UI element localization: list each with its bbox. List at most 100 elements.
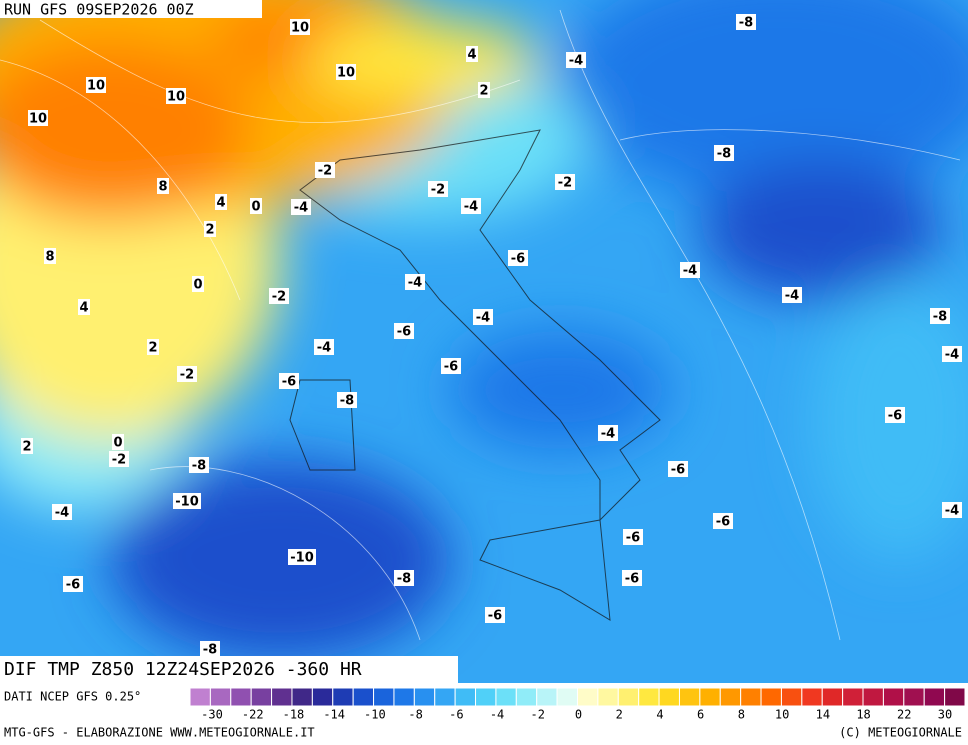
colorbar-label: -2 xyxy=(531,708,545,722)
contour-label-box xyxy=(109,451,129,467)
colorbar-swatch xyxy=(821,687,844,707)
contour-label: 0 xyxy=(251,200,260,215)
colorbar-swatch xyxy=(454,687,477,707)
colorbar-swatch xyxy=(536,687,558,707)
contour-label: -8 xyxy=(397,572,411,587)
colorbar-swatch xyxy=(577,687,599,707)
contour-label-box xyxy=(291,199,311,215)
contour-label-box xyxy=(315,162,335,178)
contour-label-box xyxy=(157,178,169,194)
colorbar-label: 2 xyxy=(616,708,623,722)
contour-label-box xyxy=(885,407,905,423)
colorbar-swatch xyxy=(311,687,334,707)
colorbar-swatch xyxy=(556,687,579,707)
colorbar-swatch xyxy=(291,687,313,707)
colorbar-swatch xyxy=(638,687,660,707)
contour-label-box xyxy=(555,174,575,190)
colorbar-swatch xyxy=(189,687,211,707)
contour-label: 10 xyxy=(291,21,309,36)
contour-label-box xyxy=(314,339,334,355)
contour-label-box xyxy=(63,576,83,592)
contour-label: -2 xyxy=(431,183,445,198)
contour-label-box xyxy=(566,52,586,68)
contour-label: -4 xyxy=(683,264,697,279)
contour-label-box xyxy=(250,198,262,214)
colorbar-swatch xyxy=(515,687,538,707)
colorbar-swatch xyxy=(597,687,619,707)
contour-label: 10 xyxy=(29,112,47,127)
contour-label-box xyxy=(713,513,733,529)
contour-label-box xyxy=(173,493,201,509)
contour-label: -4 xyxy=(408,276,422,291)
contour-label-box xyxy=(930,308,950,324)
contour-label: -6 xyxy=(888,409,902,424)
contour-label: -4 xyxy=(945,348,959,363)
footer-right: (C) METEOGIORNALE xyxy=(839,726,962,740)
colorbar-swatch xyxy=(230,687,252,707)
contour-label: 4 xyxy=(79,301,88,316)
contour-label: -4 xyxy=(785,289,799,304)
contour-label-box xyxy=(623,529,643,545)
colorbar-swatch xyxy=(658,687,680,707)
contour-label-box xyxy=(112,434,124,450)
colorbar-swatch xyxy=(862,687,884,707)
contour-label: -4 xyxy=(569,54,583,69)
contour-label-box xyxy=(28,110,48,126)
contour-label: -10 xyxy=(290,551,314,566)
colorbar-swatch xyxy=(760,687,782,707)
colorbar-swatch xyxy=(352,687,375,707)
contour-label: -4 xyxy=(945,504,959,519)
colorbar-swatch xyxy=(923,687,946,707)
contour-label-box xyxy=(736,14,756,30)
field-title-box xyxy=(0,656,458,683)
contour-label: -4 xyxy=(55,506,69,521)
colorbar-swatch xyxy=(373,687,395,707)
contour-label: -6 xyxy=(66,578,80,593)
colorbar-swatch xyxy=(434,687,456,707)
contour-label: 0 xyxy=(113,436,122,451)
contour-label-box xyxy=(269,288,289,304)
contour-label-box xyxy=(942,502,962,518)
colorbar-swatch xyxy=(250,687,273,707)
contour-label: -2 xyxy=(318,164,332,179)
contour-label: -8 xyxy=(933,310,947,325)
contour-label: -4 xyxy=(317,341,331,356)
colorbar-label: -22 xyxy=(242,708,264,722)
run-title: RUN GFS 09SEP2026 00Z xyxy=(4,1,194,19)
colorbar-label: -8 xyxy=(408,708,422,722)
colorbar-swatch xyxy=(271,687,293,707)
contour-label-box xyxy=(336,64,356,80)
contour-label-box xyxy=(189,457,209,473)
contour-label: 8 xyxy=(158,180,167,195)
colorbar-swatch xyxy=(475,687,497,707)
contour-label-box xyxy=(78,299,90,315)
contour-label: -8 xyxy=(340,394,354,409)
contour-label: 4 xyxy=(216,196,225,211)
contour-label-box xyxy=(204,221,216,237)
contour-label-box xyxy=(288,549,316,565)
contour-label: -8 xyxy=(192,459,206,474)
contour-label: -6 xyxy=(488,609,502,624)
colorbar-label: 4 xyxy=(656,708,663,722)
contour-label-box xyxy=(668,461,688,477)
contour-label: 2 xyxy=(22,440,31,455)
contour-label-box xyxy=(86,77,106,93)
contour-label: -8 xyxy=(203,643,217,658)
contour-label: -4 xyxy=(601,427,615,442)
contour-label: -2 xyxy=(272,290,286,305)
contour-label-box xyxy=(942,346,962,362)
colorbar-label: -4 xyxy=(490,708,504,722)
colorbar-swatch xyxy=(413,687,436,707)
contour-label-box xyxy=(478,82,490,98)
contour-label: -6 xyxy=(671,463,685,478)
contour-label: -6 xyxy=(716,515,730,530)
contour-label-box xyxy=(192,276,204,292)
contour-label-box xyxy=(147,339,159,355)
colorbar-swatch xyxy=(678,687,701,707)
contour-label-box xyxy=(279,373,299,389)
colorbar-swatch xyxy=(617,687,640,707)
contour-label-box xyxy=(177,366,197,382)
colorbar-label: -14 xyxy=(323,708,345,722)
colorbar-swatch xyxy=(332,687,354,707)
